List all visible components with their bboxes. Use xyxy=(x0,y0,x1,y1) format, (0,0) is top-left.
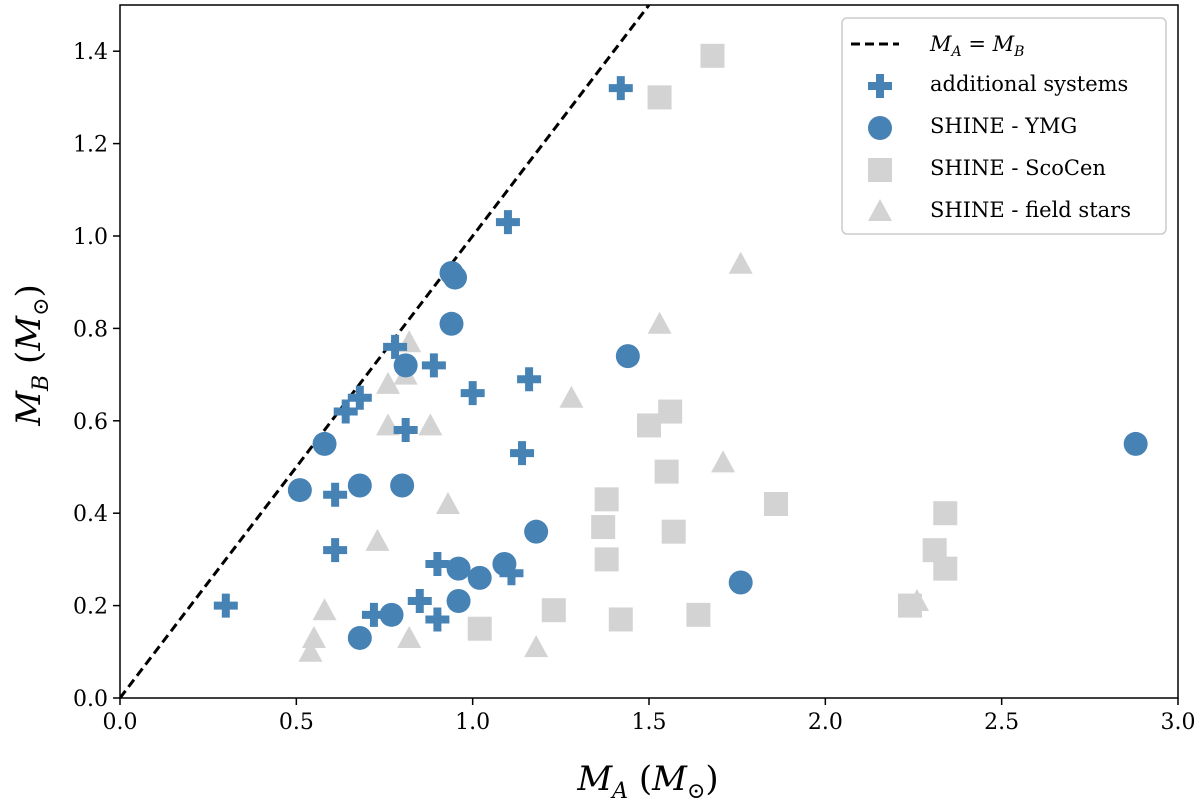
data-point-shine-scocen xyxy=(637,413,661,438)
data-point-additional-systems xyxy=(499,561,524,586)
data-point-shine-field-stars xyxy=(365,528,390,551)
x-tick-label: 0.5 xyxy=(279,710,314,735)
data-point-shine-ymg xyxy=(393,353,418,378)
data-point-shine-scocen xyxy=(594,547,619,572)
data-point-shine-scocen xyxy=(591,515,616,540)
x-tick-label: 1.5 xyxy=(632,710,667,735)
x-tick-label: 3.0 xyxy=(1161,710,1196,735)
data-point-shine-field-stars xyxy=(647,311,672,334)
y-tick-label: 0.4 xyxy=(73,502,108,527)
legend-label-field: SHINE - field stars xyxy=(930,198,1131,222)
data-point-shine-field-stars xyxy=(301,625,326,648)
y-tick-label: 1.2 xyxy=(73,133,108,158)
data-point-shine-field-stars xyxy=(397,625,422,648)
data-point-shine-field-stars xyxy=(711,450,736,473)
data-point-shine-scocen xyxy=(541,598,566,623)
data-point-shine-scocen xyxy=(763,491,788,516)
legend-box xyxy=(841,17,1167,235)
data-point-shine-field-stars xyxy=(418,413,443,436)
data-point-additional-systems xyxy=(460,381,485,406)
data-point-shine-scocen xyxy=(700,43,725,68)
data-point-additional-systems xyxy=(347,385,372,410)
data-point-additional-systems xyxy=(361,602,386,627)
data-point-shine-scocen xyxy=(654,459,679,484)
data-point-shine-ymg xyxy=(524,519,549,544)
legend-label-scocen: SHINE - ScoCen xyxy=(930,156,1106,180)
data-point-shine-ymg xyxy=(390,473,415,498)
y-tick-label: 1.4 xyxy=(73,40,108,65)
y-axis-title: MB (M⊙) xyxy=(9,284,54,427)
x-tick-label: 0.0 xyxy=(103,710,138,735)
data-point-shine-field-stars xyxy=(312,598,337,621)
x-tick-label: 2.0 xyxy=(808,710,843,735)
data-point-shine-scocen xyxy=(647,85,672,110)
data-point-shine-ymg xyxy=(467,565,492,590)
x-tick-label: 1.0 xyxy=(455,710,490,735)
data-point-shine-field-stars xyxy=(435,491,460,514)
data-point-additional-systems xyxy=(495,210,520,235)
y-tick-label: 0.2 xyxy=(73,595,108,620)
y-tick-label: 0.8 xyxy=(73,317,108,342)
legend-circle-icon xyxy=(868,116,892,140)
legend-square-icon xyxy=(868,158,892,182)
data-point-shine-scocen xyxy=(608,607,633,632)
legend-triangle-icon xyxy=(868,199,892,221)
data-point-shine-field-stars xyxy=(559,385,584,408)
data-point-additional-systems xyxy=(517,367,542,392)
data-point-shine-scocen xyxy=(467,616,492,641)
legend: MA = MB additional systems SHINE - YMG S… xyxy=(841,17,1167,235)
data-point-shine-scocen xyxy=(933,556,958,581)
data-point-shine-ymg xyxy=(379,602,404,627)
data-point-shine-field-stars xyxy=(905,588,930,611)
legend-label-reference: MA = MB xyxy=(929,32,1024,60)
data-point-shine-ymg xyxy=(287,478,312,503)
y-tick-label: 1.0 xyxy=(73,225,108,250)
data-point-additional-systems xyxy=(333,399,358,424)
data-point-additional-systems xyxy=(323,538,348,563)
data-point-shine-ymg xyxy=(347,625,372,650)
data-point-shine-scocen xyxy=(661,519,686,544)
data-point-additional-systems xyxy=(421,353,446,378)
x-tick-label: 2.5 xyxy=(984,710,1019,735)
data-point-shine-scocen xyxy=(686,602,711,627)
legend-label-ymg: SHINE - YMG xyxy=(930,114,1077,138)
data-point-shine-ymg xyxy=(446,588,471,613)
data-point-shine-field-stars xyxy=(524,635,549,658)
data-point-shine-scocen xyxy=(933,501,958,526)
y-tick-label: 0.0 xyxy=(73,687,108,712)
data-point-shine-ymg xyxy=(728,570,753,595)
data-point-additional-systems xyxy=(213,593,238,618)
data-point-additional-systems xyxy=(383,334,408,359)
data-point-shine-scocen xyxy=(658,399,683,424)
data-point-additional-systems xyxy=(425,552,450,577)
x-axis-title: MA (M⊙) xyxy=(576,759,718,804)
data-point-shine-ymg xyxy=(439,311,464,336)
data-point-additional-systems xyxy=(510,441,535,466)
data-point-shine-ymg xyxy=(312,431,337,456)
legend-label-additional: additional systems xyxy=(930,72,1128,96)
data-point-shine-scocen xyxy=(594,487,619,512)
legend-plus-icon xyxy=(868,74,892,98)
data-point-shine-ymg xyxy=(347,473,372,498)
data-point-additional-systems xyxy=(393,418,418,443)
data-point-shine-field-stars xyxy=(298,639,323,662)
data-point-shine-field-stars xyxy=(728,251,753,274)
data-point-shine-ymg xyxy=(1123,431,1148,456)
data-point-shine-ymg xyxy=(443,265,468,290)
data-point-additional-systems xyxy=(323,482,348,507)
data-point-additional-systems xyxy=(407,588,432,613)
data-point-additional-systems xyxy=(608,76,633,101)
data-point-shine-field-stars xyxy=(376,371,401,394)
reference-line-ma-equals-mb xyxy=(120,5,651,698)
data-point-shine-ymg xyxy=(446,556,471,581)
data-point-additional-systems xyxy=(425,607,450,632)
data-point-shine-ymg xyxy=(615,344,640,369)
y-tick-label: 0.6 xyxy=(73,410,108,435)
